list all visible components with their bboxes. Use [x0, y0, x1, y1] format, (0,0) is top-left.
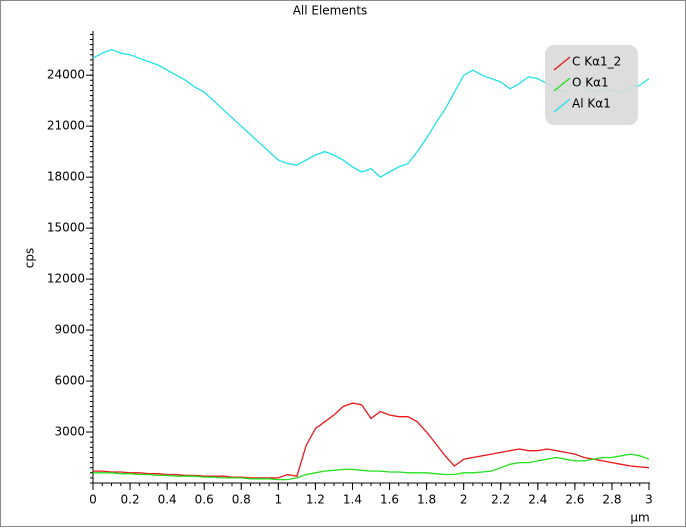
x-tick-label: 2.6 [565, 493, 584, 507]
x-tick-label: 2.2 [491, 493, 510, 507]
data-line [93, 402, 650, 479]
chart-title: All Elements [293, 4, 368, 18]
y-tick-label: 21000 [47, 119, 85, 133]
legend-box [545, 45, 638, 125]
y-tick-label: 24000 [47, 68, 85, 82]
x-tick-label: 1.6 [380, 493, 399, 507]
legend-label: O Kα1 [572, 76, 609, 90]
x-axis-label: µm [630, 511, 649, 525]
legend-swatch [553, 56, 571, 71]
x-tick-label: 0.8 [232, 493, 251, 507]
y-axis-label: cps [23, 248, 37, 268]
x-tick-label: 1.8 [417, 493, 436, 507]
y-tick-label: 18000 [47, 170, 85, 184]
x-tick-label: 0.2 [121, 493, 140, 507]
legend-swatch [553, 77, 571, 92]
legend-swatch [553, 98, 571, 113]
legend-label: Al Kα1 [572, 97, 611, 111]
x-tick-label: 0.6 [195, 493, 214, 507]
y-tick-label: 15000 [47, 221, 85, 235]
y-tick-label: 12000 [47, 272, 85, 286]
x-tick-label: 0.4 [158, 493, 177, 507]
legend-label: C Kα1_2 [572, 55, 621, 69]
x-tick-label: 0 [89, 493, 97, 507]
x-tick-label: 1.4 [343, 493, 362, 507]
x-tick-label: 1 [275, 493, 283, 507]
data-line [93, 453, 650, 481]
x-tick-label: 1.2 [306, 493, 325, 507]
x-tick-label: 2.4 [528, 493, 547, 507]
x-tick-label: 2 [460, 493, 468, 507]
x-tick-label: 2.8 [602, 493, 621, 507]
y-tick-label: 6000 [54, 374, 85, 388]
y-tick-label: 9000 [54, 323, 85, 337]
y-tick-label: 3000 [54, 425, 85, 439]
x-tick-label: 3 [645, 493, 653, 507]
